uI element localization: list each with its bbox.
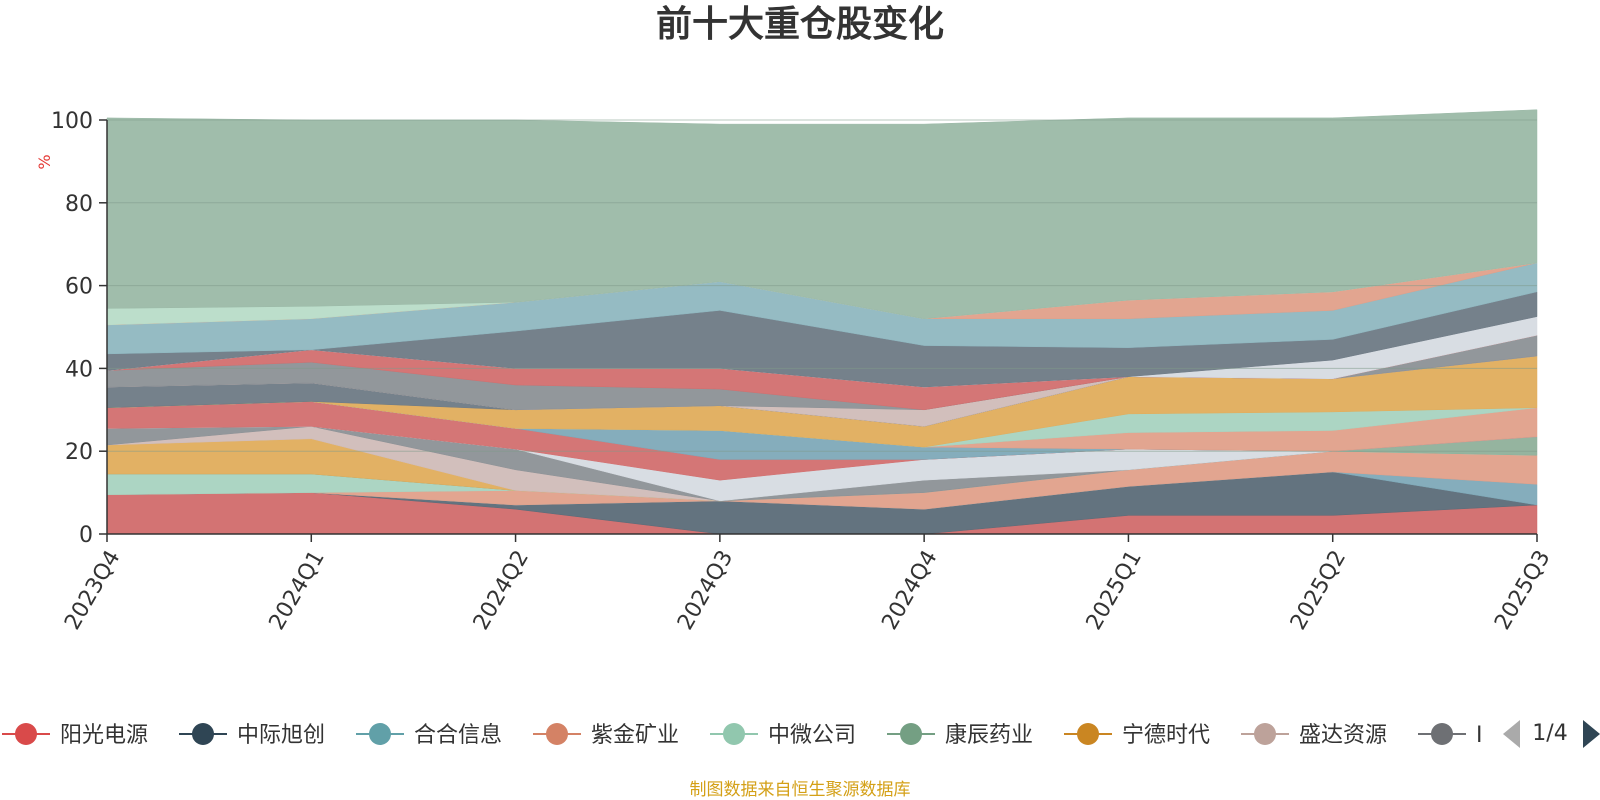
legend-next-page-icon[interactable] — [1583, 720, 1600, 748]
legend-label: 康辰药业 — [945, 723, 1033, 748]
legend-item[interactable]: 中际旭创 — [179, 723, 325, 748]
x-tick-label: 2025Q3 — [1490, 546, 1555, 634]
chart-title: 前十大重仓股变化 — [656, 3, 944, 45]
legend-item[interactable]: 合合信息 — [356, 723, 502, 748]
x-tick-label: 2024Q4 — [877, 546, 942, 634]
legend-item[interactable]: I — [1418, 723, 1483, 748]
y-tick-label: 40 — [65, 357, 93, 382]
legend-label: 盛达资源 — [1299, 723, 1387, 748]
x-tick-label: 2025Q2 — [1286, 546, 1351, 634]
legend-item[interactable]: 中微公司 — [710, 723, 856, 748]
plot-area — [106, 109, 1538, 535]
legend-marker — [192, 723, 214, 745]
legend-item[interactable]: 宁德时代 — [1064, 723, 1210, 748]
x-tick-label: 2024Q3 — [673, 546, 738, 634]
legend-item[interactable]: 紫金矿业 — [533, 723, 679, 748]
x-tick-label: 2024Q2 — [469, 546, 534, 634]
legend-label: I — [1476, 723, 1483, 748]
legend-marker — [369, 723, 391, 745]
x-tick-label: 2024Q1 — [265, 546, 330, 634]
legend: 阳光电源 中际旭创 合合信息 紫金矿业 中微公司 康辰药业 宁德时代 盛达资源 I — [2, 723, 1483, 748]
legend-item[interactable]: 康辰药业 — [887, 723, 1033, 748]
legend-label: 宁德时代 — [1122, 723, 1210, 748]
y-tick-label: 60 — [65, 275, 93, 300]
legend-label: 阳光电源 — [60, 723, 148, 748]
legend-label: 紫金矿业 — [591, 723, 679, 748]
area-series-24 — [106, 109, 1538, 319]
y-tick-label: 20 — [65, 440, 93, 465]
legend-prev-page-icon[interactable] — [1503, 720, 1520, 748]
legend-marker — [1254, 723, 1276, 745]
legend-item[interactable]: 阳光电源 — [2, 723, 148, 748]
legend-page-indicator: 1/4 — [1532, 721, 1567, 746]
data-source-note: 制图数据来自恒生聚源数据库 — [690, 780, 911, 800]
legend-marker — [723, 723, 745, 745]
legend-label: 中微公司 — [768, 723, 856, 748]
y-tick-label: 80 — [65, 192, 93, 217]
grid-lines — [107, 119, 1537, 452]
legend-label: 中际旭创 — [237, 723, 325, 748]
legend-marker — [1077, 723, 1099, 745]
legend-marker — [1431, 723, 1453, 745]
legend-marker — [900, 723, 922, 745]
legend-pager: 1/4 — [1503, 720, 1600, 748]
y-tick-label: 100 — [51, 109, 93, 134]
legend-marker — [546, 723, 568, 745]
x-tick-label: 2023Q4 — [60, 546, 125, 634]
legend-label: 合合信息 — [414, 723, 502, 748]
legend-item[interactable]: 盛达资源 — [1241, 723, 1387, 748]
x-tick-label: 2025Q1 — [1082, 546, 1147, 634]
y-tick-label: 0 — [79, 523, 93, 548]
legend-marker — [15, 723, 37, 745]
y-axis-unit: % — [35, 154, 54, 169]
